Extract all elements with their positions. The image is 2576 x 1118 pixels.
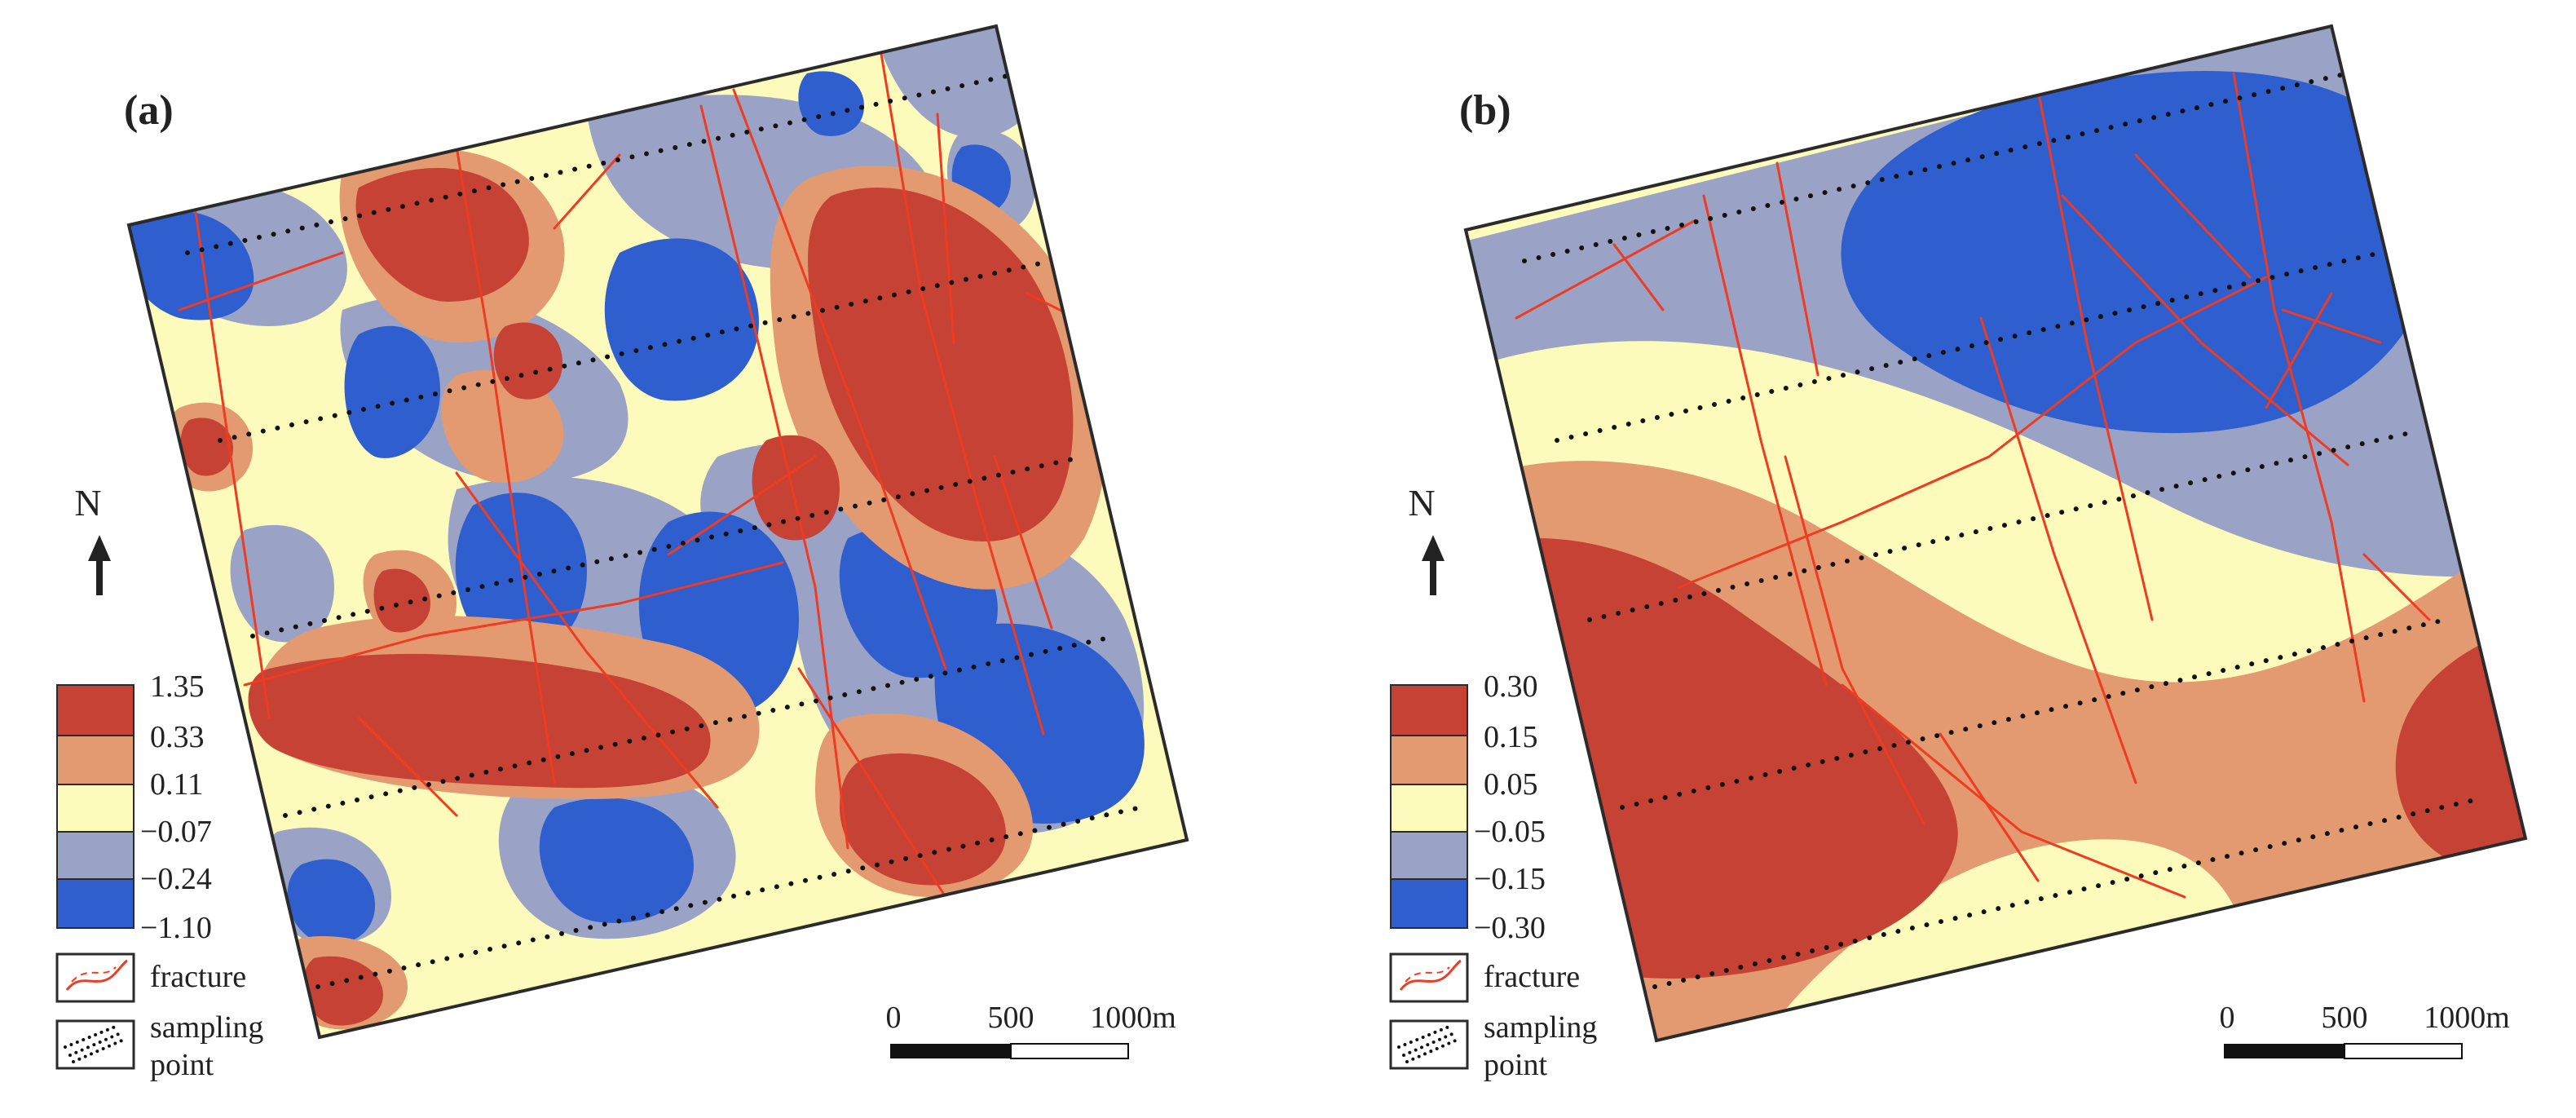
north-b-arrow-shaft	[1430, 558, 1436, 595]
legend-a-fracture-dash	[71, 966, 117, 983]
legend-b-label-5: −0.15	[1474, 862, 1546, 896]
legend-a-sampling-dots-3	[64, 1024, 119, 1049]
scale-b-label-1000: 1000m	[2424, 1001, 2510, 1035]
legend-a-sampling-label-1: sampling	[150, 1010, 263, 1045]
north-b-label: N	[1408, 482, 1435, 524]
legend-b-fracture-line	[1399, 959, 1462, 991]
legend-b-sampling-label-2: point	[1484, 1048, 1548, 1082]
legend-b-sampling-label-1: sampling	[1484, 1010, 1597, 1045]
legend-b-label-6: −0.30	[1474, 911, 1546, 945]
north-a-arrow-shaft	[96, 558, 103, 595]
scale-a-white-segment	[1010, 1043, 1129, 1059]
legend-b-label-1: 0.30	[1484, 669, 1538, 704]
north-arrow-b: N	[1408, 482, 1445, 595]
legend-a: 1.35 0.33 0.11 −0.07 −0.24 −1.10 fractur…	[55, 669, 263, 1082]
scale-b-label-0: 0	[2220, 1001, 2235, 1035]
legend-b-fracture-dash	[1405, 966, 1450, 983]
panel-b: (b)	[1389, 24, 2528, 1082]
map-b-sampling-points	[1522, 71, 2481, 989]
north-a-label: N	[74, 482, 101, 524]
panel-a-map	[129, 26, 1187, 1037]
legend-b-fracture-swatch	[1389, 952, 1469, 1003]
legend-a-fracture-label: fracture	[150, 960, 246, 994]
legend-b-label-4: −0.05	[1474, 815, 1546, 849]
panel-a: (a)	[55, 24, 1189, 1082]
map-a-frame	[126, 24, 1189, 1040]
legend-b: 0.30 0.15 0.05 −0.05 −0.15 −0.30 fractur…	[1389, 669, 1597, 1082]
legend-a-fracture-line	[65, 959, 128, 991]
legend-a-swatch-5	[56, 878, 135, 929]
panel-a-label: (a)	[124, 87, 174, 134]
legend-a-fracture-swatch	[55, 952, 135, 1003]
legend-a-swatch-2	[56, 735, 135, 785]
panel-b-label: (b)	[1459, 87, 1511, 134]
legend-a-swatch-1	[56, 684, 135, 736]
legend-b-label-2: 0.15	[1484, 720, 1538, 754]
north-b-arrow-head	[1422, 535, 1445, 561]
north-a-arrow-head	[88, 535, 111, 561]
legend-a-label-6: −1.10	[140, 911, 212, 945]
legend-a-swatch-4	[56, 831, 135, 880]
scale-bar-a: 0 500 1000m	[886, 1001, 1176, 1059]
scale-b-white-segment	[2344, 1043, 2463, 1059]
legend-b-sampling-dots-3	[1397, 1024, 1453, 1049]
scale-b-label-500: 500	[2322, 1001, 2368, 1035]
legend-b-swatch-2	[1390, 735, 1468, 785]
map-b-frame	[1463, 24, 2528, 1043]
map-a-sampling-points	[185, 71, 1144, 989]
legend-a-label-4: −0.07	[140, 815, 212, 849]
map-a-fractures	[178, 47, 1094, 899]
map-b-fractures	[1515, 72, 2447, 899]
north-arrow-a: N	[74, 482, 111, 595]
legend-a-label-2: 0.33	[150, 720, 205, 754]
legend-b-swatch-1	[1390, 684, 1468, 736]
legend-a-label-5: −0.24	[140, 862, 212, 896]
legend-a-label-3: 0.11	[150, 767, 203, 802]
legend-b-swatch-5	[1390, 878, 1468, 929]
legend-b-label-3: 0.05	[1484, 767, 1538, 802]
scale-bar-b: 0 500 1000m	[2220, 1001, 2510, 1059]
legend-b-swatch-3	[1390, 784, 1468, 833]
legend-b-swatch-4	[1390, 831, 1468, 880]
legend-a-label-1: 1.35	[150, 669, 205, 704]
panel-b-map	[1466, 26, 2525, 1041]
scale-a-label-500: 500	[988, 1001, 1034, 1035]
map-b-blue-zone	[1841, 70, 2438, 434]
legend-a-sampling-label-2: point	[150, 1048, 214, 1082]
scale-a-label-0: 0	[886, 1001, 902, 1035]
legend-b-fracture-label: fracture	[1484, 960, 1580, 994]
scale-a-black-segment	[890, 1044, 1011, 1058]
scale-b-black-segment	[2224, 1044, 2344, 1058]
scale-a-label-1000: 1000m	[1090, 1001, 1176, 1035]
legend-a-swatch-3	[56, 784, 135, 833]
